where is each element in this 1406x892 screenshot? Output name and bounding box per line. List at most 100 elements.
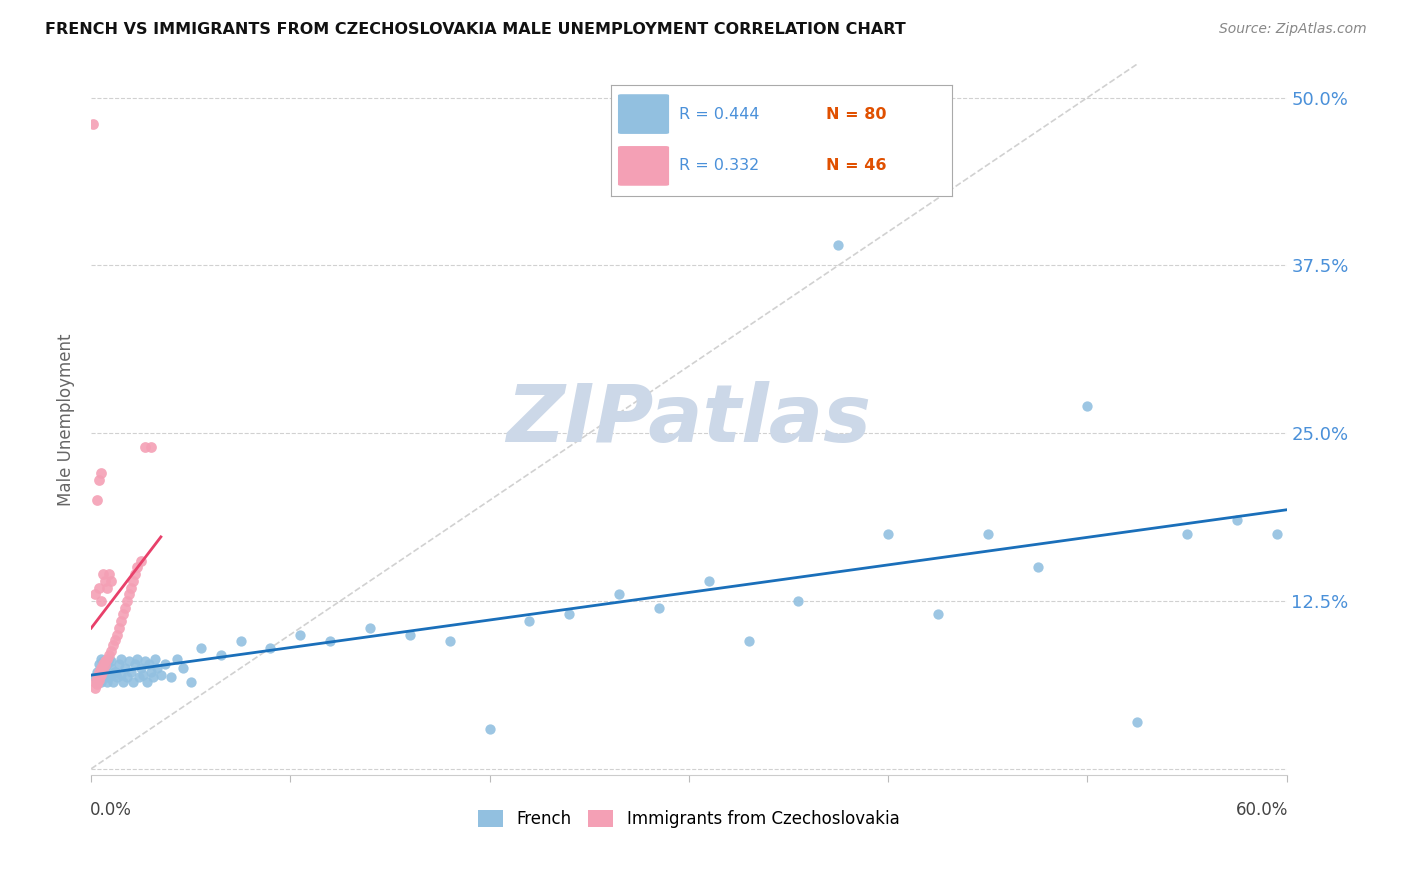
- Point: [84, 587, 107, 601]
- Point: [787, 594, 810, 608]
- Point: [129, 554, 152, 568]
- Point: [142, 671, 165, 685]
- Point: [927, 607, 949, 622]
- Point: [478, 722, 501, 736]
- Point: [91, 661, 114, 675]
- Point: [84, 681, 107, 696]
- Point: [115, 671, 138, 685]
- Point: [90, 661, 112, 675]
- Point: [399, 627, 422, 641]
- Point: [100, 668, 122, 682]
- Point: [112, 607, 135, 622]
- Point: [1265, 527, 1288, 541]
- Text: Source: ZipAtlas.com: Source: ZipAtlas.com: [1219, 22, 1367, 37]
- Point: [160, 671, 183, 685]
- Point: [101, 638, 124, 652]
- Y-axis label: Male Unemployment: Male Unemployment: [58, 334, 75, 506]
- Point: [129, 661, 152, 675]
- Point: [94, 654, 117, 668]
- Point: [607, 587, 630, 601]
- Point: [96, 651, 118, 665]
- Text: 0.0%: 0.0%: [90, 801, 132, 819]
- Text: FRENCH VS IMMIGRANTS FROM CZECHOSLOVAKIA MALE UNEMPLOYMENT CORRELATION CHART: FRENCH VS IMMIGRANTS FROM CZECHOSLOVAKIA…: [45, 22, 905, 37]
- Point: [91, 657, 114, 671]
- Point: [125, 560, 148, 574]
- Point: [1175, 527, 1198, 541]
- Point: [143, 651, 166, 665]
- Point: [259, 640, 281, 655]
- Point: [134, 440, 156, 454]
- Point: [132, 668, 155, 682]
- Point: [146, 661, 169, 675]
- Point: [90, 674, 112, 689]
- Point: [209, 648, 232, 662]
- Point: [139, 440, 162, 454]
- Text: ZIPatlas: ZIPatlas: [506, 381, 872, 458]
- Point: [94, 668, 117, 682]
- Point: [122, 574, 145, 588]
- Point: [87, 581, 110, 595]
- Point: [110, 651, 132, 665]
- Point: [90, 594, 112, 608]
- Point: [94, 574, 117, 588]
- Point: [87, 665, 110, 680]
- Point: [86, 674, 108, 689]
- Point: [96, 674, 118, 689]
- Point: [149, 668, 172, 682]
- Point: [138, 657, 160, 671]
- Point: [110, 614, 132, 628]
- Point: [87, 657, 110, 671]
- Point: [82, 118, 104, 132]
- Point: [87, 673, 110, 688]
- Point: [108, 657, 131, 671]
- Point: [124, 657, 146, 671]
- Legend: French, Immigrants from Czechoslovakia: French, Immigrants from Czechoslovakia: [471, 803, 905, 835]
- Point: [118, 587, 141, 601]
- Point: [290, 627, 312, 641]
- Point: [153, 657, 176, 671]
- Point: [439, 634, 461, 648]
- Point: [91, 654, 114, 668]
- Point: [519, 614, 541, 628]
- Text: 60.0%: 60.0%: [1236, 801, 1288, 819]
- Point: [90, 668, 112, 682]
- Point: [90, 661, 112, 675]
- Point: [91, 664, 114, 678]
- Point: [104, 632, 127, 647]
- Point: [115, 594, 138, 608]
- Point: [86, 493, 108, 508]
- Point: [86, 665, 108, 680]
- Point: [100, 574, 122, 588]
- Point: [128, 671, 150, 685]
- Point: [98, 648, 121, 662]
- Point: [319, 634, 342, 648]
- Point: [120, 581, 142, 595]
- Point: [124, 567, 146, 582]
- Point: [101, 674, 124, 689]
- Point: [134, 654, 156, 668]
- Point: [86, 677, 108, 691]
- Point: [91, 671, 114, 685]
- Point: [100, 654, 122, 668]
- Point: [100, 661, 122, 675]
- Point: [118, 654, 141, 668]
- Point: [648, 600, 671, 615]
- Point: [1126, 714, 1149, 729]
- Point: [359, 621, 381, 635]
- Point: [827, 238, 849, 252]
- Point: [104, 665, 127, 680]
- Point: [120, 665, 142, 680]
- Point: [105, 671, 128, 685]
- Point: [96, 671, 118, 685]
- Point: [96, 581, 118, 595]
- Point: [1226, 513, 1249, 527]
- Point: [172, 661, 194, 675]
- Point: [86, 671, 108, 685]
- Point: [166, 651, 188, 665]
- Point: [180, 674, 202, 689]
- Point: [877, 527, 900, 541]
- Point: [1026, 560, 1049, 574]
- Point: [114, 661, 136, 675]
- Point: [737, 634, 759, 648]
- Point: [94, 661, 117, 675]
